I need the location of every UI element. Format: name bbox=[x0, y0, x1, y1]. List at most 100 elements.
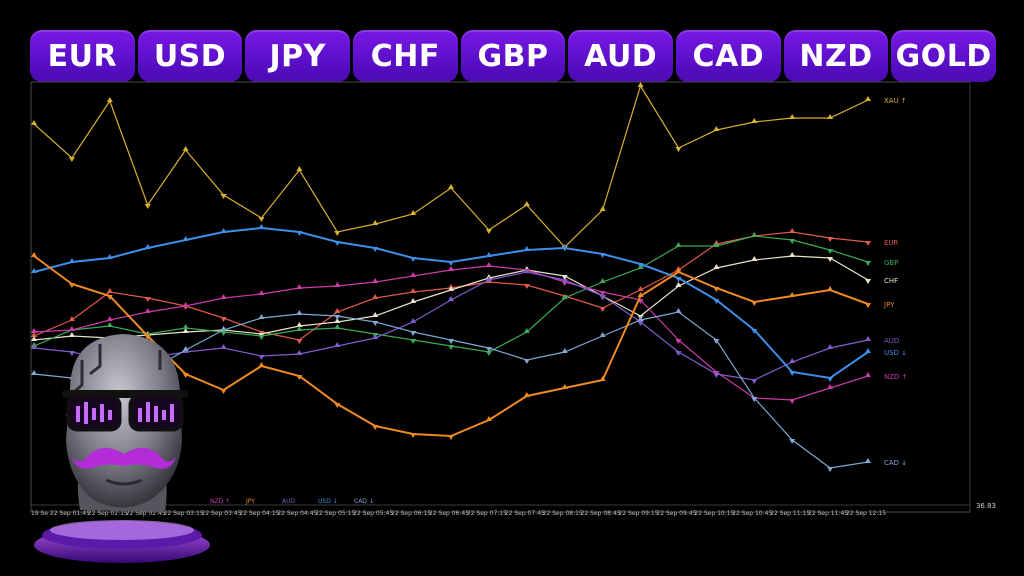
point-nzd-17 bbox=[675, 339, 682, 344]
point-nzd-21 bbox=[827, 384, 834, 389]
point-xau-3 bbox=[144, 204, 151, 209]
series-label-xau: XAU ↑ bbox=[884, 97, 907, 105]
point-eur-16 bbox=[637, 286, 644, 291]
point-jpy-21 bbox=[827, 286, 834, 291]
point-nzd-12 bbox=[485, 262, 492, 267]
tab-gbp[interactable]: GBP bbox=[460, 30, 566, 82]
point-nzd-2 bbox=[106, 316, 113, 321]
point-jpy-16 bbox=[637, 292, 644, 297]
point-cad-8 bbox=[334, 315, 341, 320]
point-nzd-22 bbox=[865, 372, 871, 377]
point-gbp-9 bbox=[372, 333, 379, 338]
tab-nzd[interactable]: NZD bbox=[783, 30, 889, 82]
point-jpy-1 bbox=[68, 283, 75, 288]
tab-eur[interactable]: EUR bbox=[30, 30, 135, 82]
x-tick-label-7: 22 Sep 04:45 bbox=[277, 510, 317, 517]
point-chf-7 bbox=[296, 322, 303, 327]
point-usd-18 bbox=[713, 299, 720, 304]
point-xau-4 bbox=[182, 146, 189, 151]
point-eur-6 bbox=[258, 331, 265, 336]
point-eur-19 bbox=[751, 232, 758, 237]
point-eur-21 bbox=[827, 237, 834, 242]
point-xau-5 bbox=[220, 194, 227, 199]
point-eur-5 bbox=[220, 317, 227, 322]
point-aud-7 bbox=[296, 350, 303, 355]
point-jpy-6 bbox=[258, 362, 265, 367]
point-jpy-0 bbox=[31, 252, 37, 257]
point-eur-22 bbox=[865, 241, 871, 246]
tab-usd[interactable]: USD bbox=[137, 30, 243, 82]
x-tick-label-14: 22 Sep 08:15 bbox=[543, 510, 583, 517]
tab-aud[interactable]: AUD bbox=[568, 30, 674, 82]
point-cad-16 bbox=[637, 316, 644, 321]
point-nzd-4 bbox=[182, 302, 189, 307]
point-nzd-8 bbox=[334, 282, 341, 287]
point-xau-9 bbox=[372, 220, 379, 225]
point-nzd-5 bbox=[220, 294, 227, 299]
point-usd-3 bbox=[144, 244, 151, 249]
series-label-aud: AUD bbox=[884, 337, 899, 345]
point-eur-20 bbox=[789, 228, 796, 233]
series-label-cad: CAD ↓ bbox=[884, 459, 907, 467]
point-nzd-3 bbox=[144, 308, 151, 313]
point-chf-12 bbox=[485, 274, 492, 279]
point-usd-19 bbox=[751, 329, 758, 334]
point-xau-18 bbox=[713, 126, 720, 131]
x-tick-label-15: 22 Sep 08:45 bbox=[581, 510, 621, 517]
tab-chf[interactable]: CHF bbox=[353, 30, 458, 82]
point-eur-14 bbox=[561, 295, 568, 300]
point-usd-1 bbox=[68, 258, 75, 263]
tab-jpy[interactable]: JPY bbox=[245, 30, 351, 82]
point-eur-11 bbox=[448, 284, 454, 289]
x-tick-label-18: 22 Sep 10:15 bbox=[694, 510, 734, 517]
point-usd-15 bbox=[599, 253, 606, 258]
point-eur-12 bbox=[485, 278, 492, 283]
point-chf-14 bbox=[561, 275, 568, 280]
point-nzd-11 bbox=[448, 266, 454, 271]
point-chf-13 bbox=[523, 266, 530, 271]
point-cad-13 bbox=[523, 359, 530, 364]
point-aud-20 bbox=[789, 358, 796, 363]
point-cad-20 bbox=[789, 439, 796, 444]
point-nzd-15 bbox=[599, 291, 606, 296]
point-usd-4 bbox=[182, 236, 189, 241]
tab-gold[interactable]: GOLD bbox=[891, 30, 997, 82]
point-aud-22 bbox=[865, 336, 871, 341]
point-xau-0 bbox=[31, 120, 37, 125]
point-xau-19 bbox=[751, 118, 758, 123]
point-aud-16 bbox=[637, 321, 644, 326]
point-gbp-2 bbox=[106, 322, 113, 327]
point-gbp-6 bbox=[258, 335, 265, 340]
point-chf-22 bbox=[865, 279, 871, 284]
point-xau-6 bbox=[258, 217, 265, 222]
point-nzd-10 bbox=[410, 272, 417, 277]
point-gbp-4 bbox=[182, 324, 189, 329]
point-xau-1 bbox=[68, 157, 75, 162]
point-nzd-6 bbox=[258, 290, 265, 295]
point-chf-11 bbox=[448, 286, 454, 291]
point-chf-19 bbox=[751, 256, 758, 261]
point-nzd-16 bbox=[637, 299, 644, 304]
point-gbp-17 bbox=[675, 242, 682, 247]
series-label-eur: EUR bbox=[884, 239, 899, 247]
point-eur-13 bbox=[523, 284, 530, 289]
point-jpy-14 bbox=[561, 384, 568, 389]
point-usd-10 bbox=[410, 257, 417, 262]
point-chf-6 bbox=[258, 333, 265, 338]
point-jpy-10 bbox=[410, 433, 417, 438]
point-gbp-18 bbox=[713, 242, 720, 247]
point-eur-15 bbox=[599, 307, 606, 312]
point-eur-3 bbox=[144, 297, 151, 302]
point-cad-6 bbox=[258, 314, 265, 319]
point-nzd-7 bbox=[296, 284, 303, 289]
point-cad-19 bbox=[751, 397, 758, 402]
point-gbp-21 bbox=[827, 249, 834, 254]
point-usd-7 bbox=[296, 231, 303, 236]
legend-item-usd: USD ↓ bbox=[318, 498, 338, 505]
point-chf-18 bbox=[713, 264, 720, 269]
tab-cad[interactable]: CAD bbox=[676, 30, 781, 82]
point-nzd-20 bbox=[789, 399, 796, 404]
mascot-robot-head-image bbox=[34, 334, 210, 563]
x-tick-label-8: 22 Sep 05:15 bbox=[315, 510, 355, 517]
point-chf-9 bbox=[372, 312, 379, 317]
